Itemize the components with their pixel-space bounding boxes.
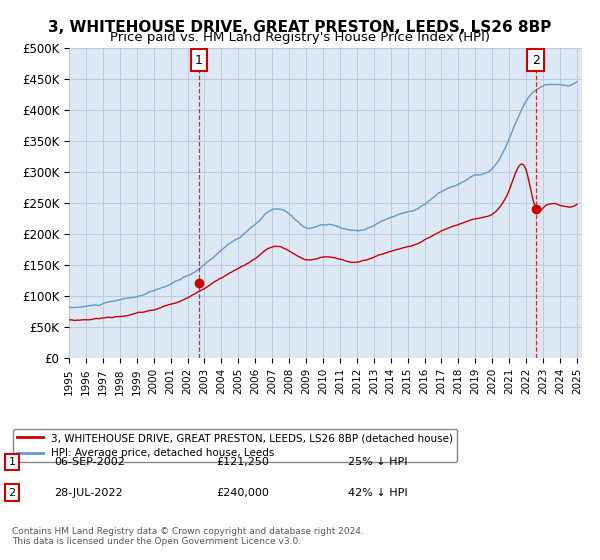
Legend: 3, WHITEHOUSE DRIVE, GREAT PRESTON, LEEDS, LS26 8BP (detached house), HPI: Avera: 3, WHITEHOUSE DRIVE, GREAT PRESTON, LEED… <box>13 429 457 463</box>
Text: £121,250: £121,250 <box>216 457 269 467</box>
Text: Price paid vs. HM Land Registry's House Price Index (HPI): Price paid vs. HM Land Registry's House … <box>110 31 490 44</box>
Text: 28-JUL-2022: 28-JUL-2022 <box>54 488 122 498</box>
Text: 42% ↓ HPI: 42% ↓ HPI <box>348 488 407 498</box>
Text: 06-SEP-2002: 06-SEP-2002 <box>54 457 125 467</box>
Text: Contains HM Land Registry data © Crown copyright and database right 2024.
This d: Contains HM Land Registry data © Crown c… <box>12 526 364 546</box>
Text: 3, WHITEHOUSE DRIVE, GREAT PRESTON, LEEDS, LS26 8BP: 3, WHITEHOUSE DRIVE, GREAT PRESTON, LEED… <box>49 20 551 35</box>
Text: 2: 2 <box>532 54 539 67</box>
Text: £240,000: £240,000 <box>216 488 269 498</box>
Text: 1: 1 <box>8 457 16 467</box>
Text: 25% ↓ HPI: 25% ↓ HPI <box>348 457 407 467</box>
Text: 2: 2 <box>8 488 16 498</box>
Text: 1: 1 <box>195 54 203 67</box>
